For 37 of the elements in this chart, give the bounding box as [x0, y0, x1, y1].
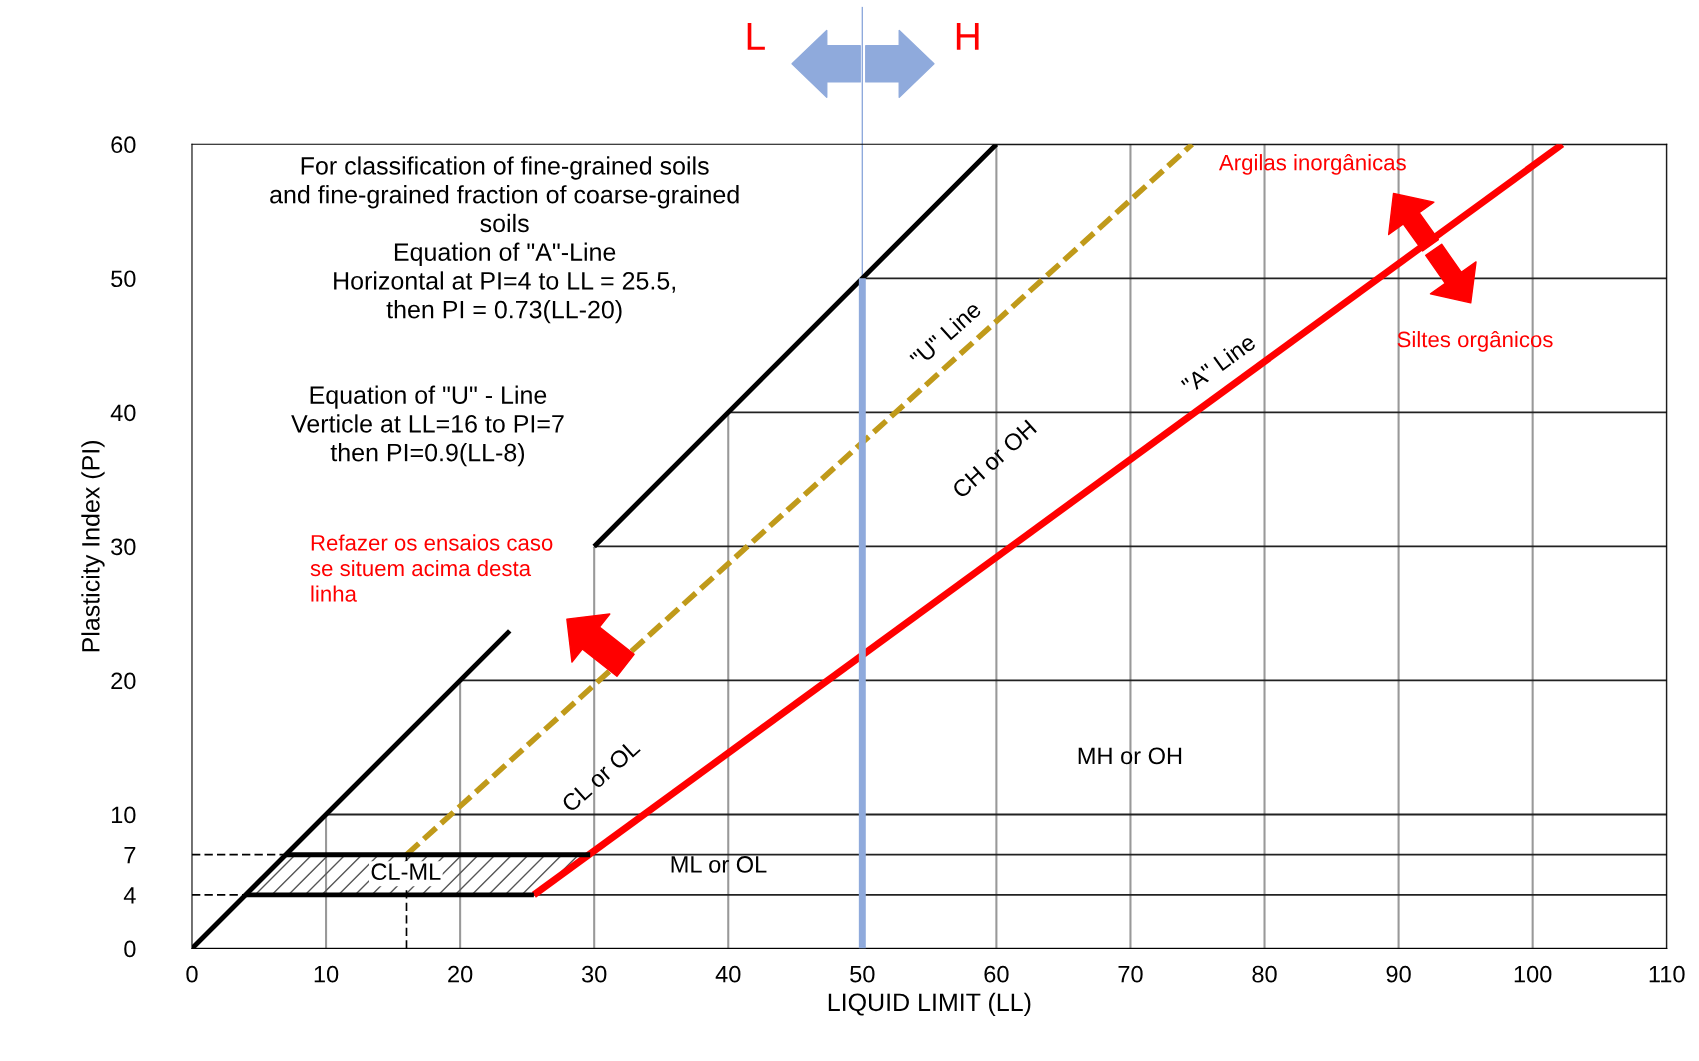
- text: L: [747, 23, 765, 50]
- x-tick-label: 70: [1118, 965, 1143, 983]
- text: H: [956, 23, 979, 50]
- annotation: For classification of fine-grained soils and fine-grained fraction of coarse-grained soils Equation of "A"-Line Horizontal at PI=4 to LL = 25.5, then PI = 0.73(LL-20): [270, 156, 739, 324]
- x-axis-title: LIQUID LIMIT (LL): [828, 992, 1031, 1017]
- annotation: Refazer os ensaios caso se situem acima desta linha: [310, 534, 553, 602]
- x-tick-label: 90: [1386, 965, 1411, 983]
- annotation: "U" Line: [908, 299, 983, 369]
- x-tick-label: 30: [581, 965, 607, 983]
- annotation: MH or OH: [1078, 747, 1182, 765]
- x-tick-label: 20: [448, 965, 473, 983]
- x-tick-label: 80: [1252, 965, 1277, 983]
- y-tick-label: 50: [111, 270, 136, 288]
- y-tick-label: 7: [124, 847, 136, 864]
- y-axis-title: Plasticity Index (PI): [81, 440, 105, 652]
- x-tick-label: 10: [314, 965, 339, 983]
- x-tick-label: 60: [984, 965, 1009, 983]
- y-tick-label: 10: [111, 806, 136, 824]
- annotation: CH or OH: [951, 419, 1038, 499]
- annotation: CL or OL: [560, 738, 641, 813]
- y-tick-label: 60: [111, 136, 136, 154]
- annotation: Equation of "U" - Line Verticle at LL=16 to PI=7 then PI=0.9(LL-8): [291, 385, 564, 467]
- y-tick-label: 30: [111, 538, 136, 556]
- x-tick-label: 40: [715, 965, 741, 983]
- annotation: Siltes orgânicos: [1397, 330, 1553, 352]
- annotation: CL-ML: [371, 863, 441, 881]
- annotation: Argilas inorgânicas: [1218, 154, 1406, 175]
- y-tick-label: 40: [110, 404, 136, 422]
- x-tick-label: 100: [1514, 965, 1552, 983]
- y-tick-label: 4: [123, 887, 136, 904]
- x-tick-label: 110: [1649, 965, 1685, 983]
- x-tick-label: 50: [850, 965, 875, 983]
- y-tick-label: 20: [111, 672, 136, 690]
- x-tick-label: 0: [186, 965, 198, 983]
- y-tick-label: 0: [124, 940, 136, 958]
- annotation: "A" Line: [1180, 332, 1257, 395]
- annotation: ML or OL: [671, 856, 767, 873]
